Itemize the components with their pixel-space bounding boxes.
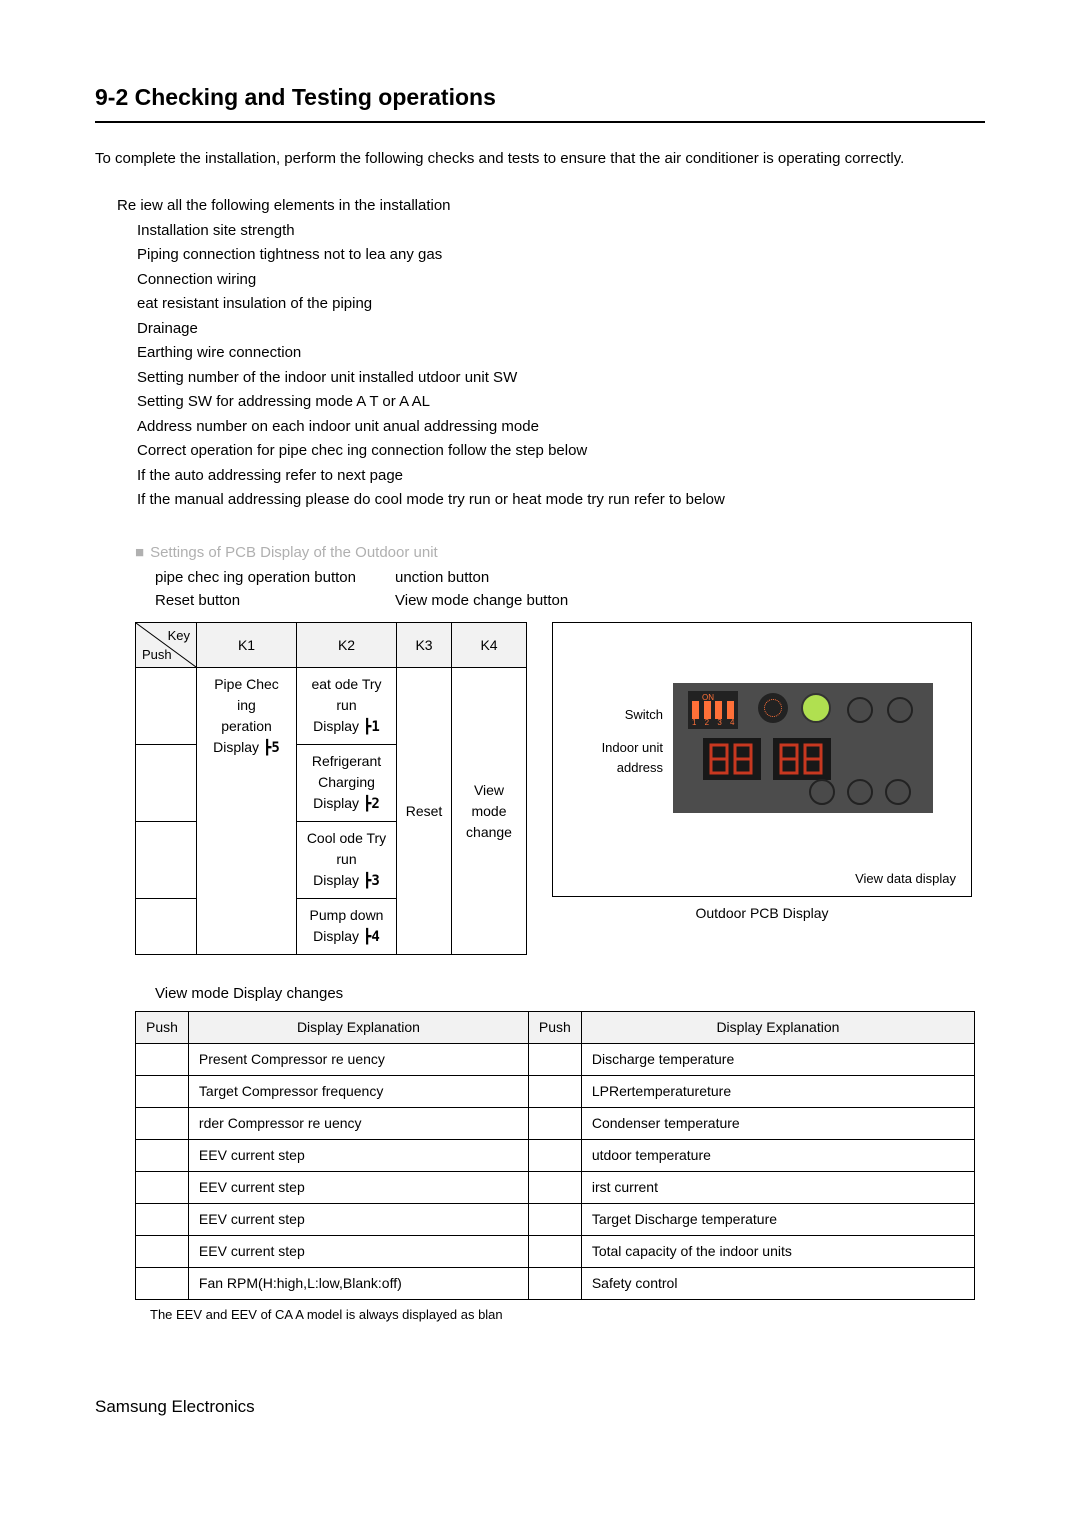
col-exp: Display Explanation [581, 1011, 974, 1043]
small-button-icon [887, 697, 913, 723]
col-k3: K3 [397, 623, 452, 668]
list-item: eat resistant insulation of the piping [137, 293, 985, 316]
list-item: Correct operation for pipe chec ing conn… [137, 440, 985, 463]
table-cell [528, 1267, 581, 1299]
table-cell: Fan RPM(H:high,L:low,Blank:off) [188, 1267, 528, 1299]
col-k2: K2 [297, 623, 397, 668]
table-cell: Total capacity of the indoor units [581, 1235, 974, 1267]
col-push: Push [528, 1011, 581, 1043]
table-cell [136, 1075, 189, 1107]
table-cell: utdoor temperature [581, 1139, 974, 1171]
list-item: Installation site strength [137, 220, 985, 243]
list-item: Piping connection tightness not to lea a… [137, 244, 985, 267]
table-cell [136, 1139, 189, 1171]
list-item: Earthing wire connection [137, 342, 985, 365]
k1-cell: Pipe Chec ing peration Display ┣5 [197, 668, 297, 955]
pcb-caption: Outdoor PCB Display [552, 903, 972, 924]
push-1: 1 [136, 668, 197, 745]
list-item: Connection wiring [137, 269, 985, 292]
table-cell: rder Compressor re uency [188, 1107, 528, 1139]
address-label: Indoor unit address [563, 738, 663, 777]
small-button-icon [885, 779, 911, 805]
table-cell: Target Compressor frequency [188, 1075, 528, 1107]
table-cell: EEV current step [188, 1171, 528, 1203]
k3-label: Reset button [155, 590, 395, 613]
list-item: Setting SW for addressing mode A T or A … [137, 391, 985, 414]
table-cell [136, 1043, 189, 1075]
col-push: Push [136, 1011, 189, 1043]
small-button-icon [809, 779, 835, 805]
k2-label: unction button [395, 567, 489, 590]
key-labels: pipe chec ing operation button unction b… [155, 567, 985, 612]
footer-brand: Samsung Electronics [95, 1394, 255, 1420]
k2-r3: Cool ode Try run Display ┣3 [297, 822, 397, 899]
pcb-settings-heading: ■Settings of PCB Display of the Outdoor … [135, 542, 985, 565]
view-mode-heading: View mode Display changes [155, 983, 985, 1006]
table-cell: Discharge temperature [581, 1043, 974, 1075]
table-cell [528, 1171, 581, 1203]
section-title: 9-2 Checking and Testing operations [95, 80, 985, 123]
table-cell [528, 1203, 581, 1235]
list-item: If the auto addressing refer to next pag… [137, 465, 985, 488]
list-item: Drainage [137, 318, 985, 341]
corner-push: Push [142, 645, 172, 665]
green-button-icon [801, 693, 831, 723]
push-4: 4 [136, 899, 197, 955]
footnote: The EEV and EEV of CA A model is always … [150, 1305, 985, 1325]
table-cell [528, 1043, 581, 1075]
table-cell: Condenser temperature [581, 1107, 974, 1139]
table-cell [136, 1203, 189, 1235]
table-cell [136, 1171, 189, 1203]
checklist-head: Re iew all the following elements in the… [117, 195, 985, 218]
rotary-knob-icon [758, 693, 788, 723]
col-k4: K4 [452, 623, 527, 668]
k4-label: View mode change button [395, 590, 568, 613]
seven-seg-icon [773, 738, 831, 780]
table-cell [528, 1075, 581, 1107]
pcb-diagram: Switch Indoor unit address ON 1 2 3 4 [552, 622, 972, 897]
k2-r4: Pump down Display ┣4 [297, 899, 397, 955]
dip-switch-icon: ON 1 2 3 4 [688, 691, 738, 729]
square-bullet-icon: ■ [135, 544, 144, 561]
checklist-items: Installation site strength Piping connec… [137, 220, 985, 512]
list-item: If the manual addressing please do cool … [137, 489, 985, 512]
corner-key: Key [168, 626, 190, 646]
table-cell: Safety control [581, 1267, 974, 1299]
pcb-diagram-wrapper: Switch Indoor unit address ON 1 2 3 4 [552, 622, 972, 924]
list-item: Setting number of the indoor unit instal… [137, 367, 985, 390]
k4-cell: View mode change [452, 668, 527, 955]
table-cell: EEV current step [188, 1235, 528, 1267]
k2-r1: eat ode Try run Display ┣1 [297, 668, 397, 745]
table-cell [136, 1107, 189, 1139]
col-exp: Display Explanation [188, 1011, 528, 1043]
view-data-display-label: View data display [855, 869, 956, 889]
key-push-table: Key Push K1 K2 K3 K4 1 Pipe Chec ing per… [135, 622, 527, 955]
view-mode-table: Push Display Explanation Push Display Ex… [135, 1011, 975, 1300]
k3-cell: Reset [397, 668, 452, 955]
k2-r2: Refrigerant Charging Display ┣2 [297, 745, 397, 822]
list-item: Address number on each indoor unit anual… [137, 416, 985, 439]
table-cell: Present Compressor re uency [188, 1043, 528, 1075]
table-cell: EEV current step [188, 1139, 528, 1171]
table-cell: LPRertemperatureture [581, 1075, 974, 1107]
pcb-board: ON 1 2 3 4 [673, 683, 933, 813]
table-cell: Target Discharge temperature [581, 1203, 974, 1235]
table-cell [136, 1267, 189, 1299]
checklist: Re iew all the following elements in the… [117, 195, 985, 512]
k1-label: pipe chec ing operation button [155, 567, 395, 590]
table-cell: irst current [581, 1171, 974, 1203]
col-k1: K1 [197, 623, 297, 668]
switch-label: Switch [563, 705, 663, 725]
seven-seg-icon [703, 738, 761, 780]
intro-text: To complete the installation, perform th… [95, 148, 985, 171]
table-cell [528, 1235, 581, 1267]
small-button-icon [847, 697, 873, 723]
push-2: 2 [136, 745, 197, 822]
small-button-icon [847, 779, 873, 805]
table-cell: EEV current step [188, 1203, 528, 1235]
table-cell [528, 1139, 581, 1171]
table-cell [136, 1235, 189, 1267]
push-3: 3 [136, 822, 197, 899]
table-cell [528, 1107, 581, 1139]
